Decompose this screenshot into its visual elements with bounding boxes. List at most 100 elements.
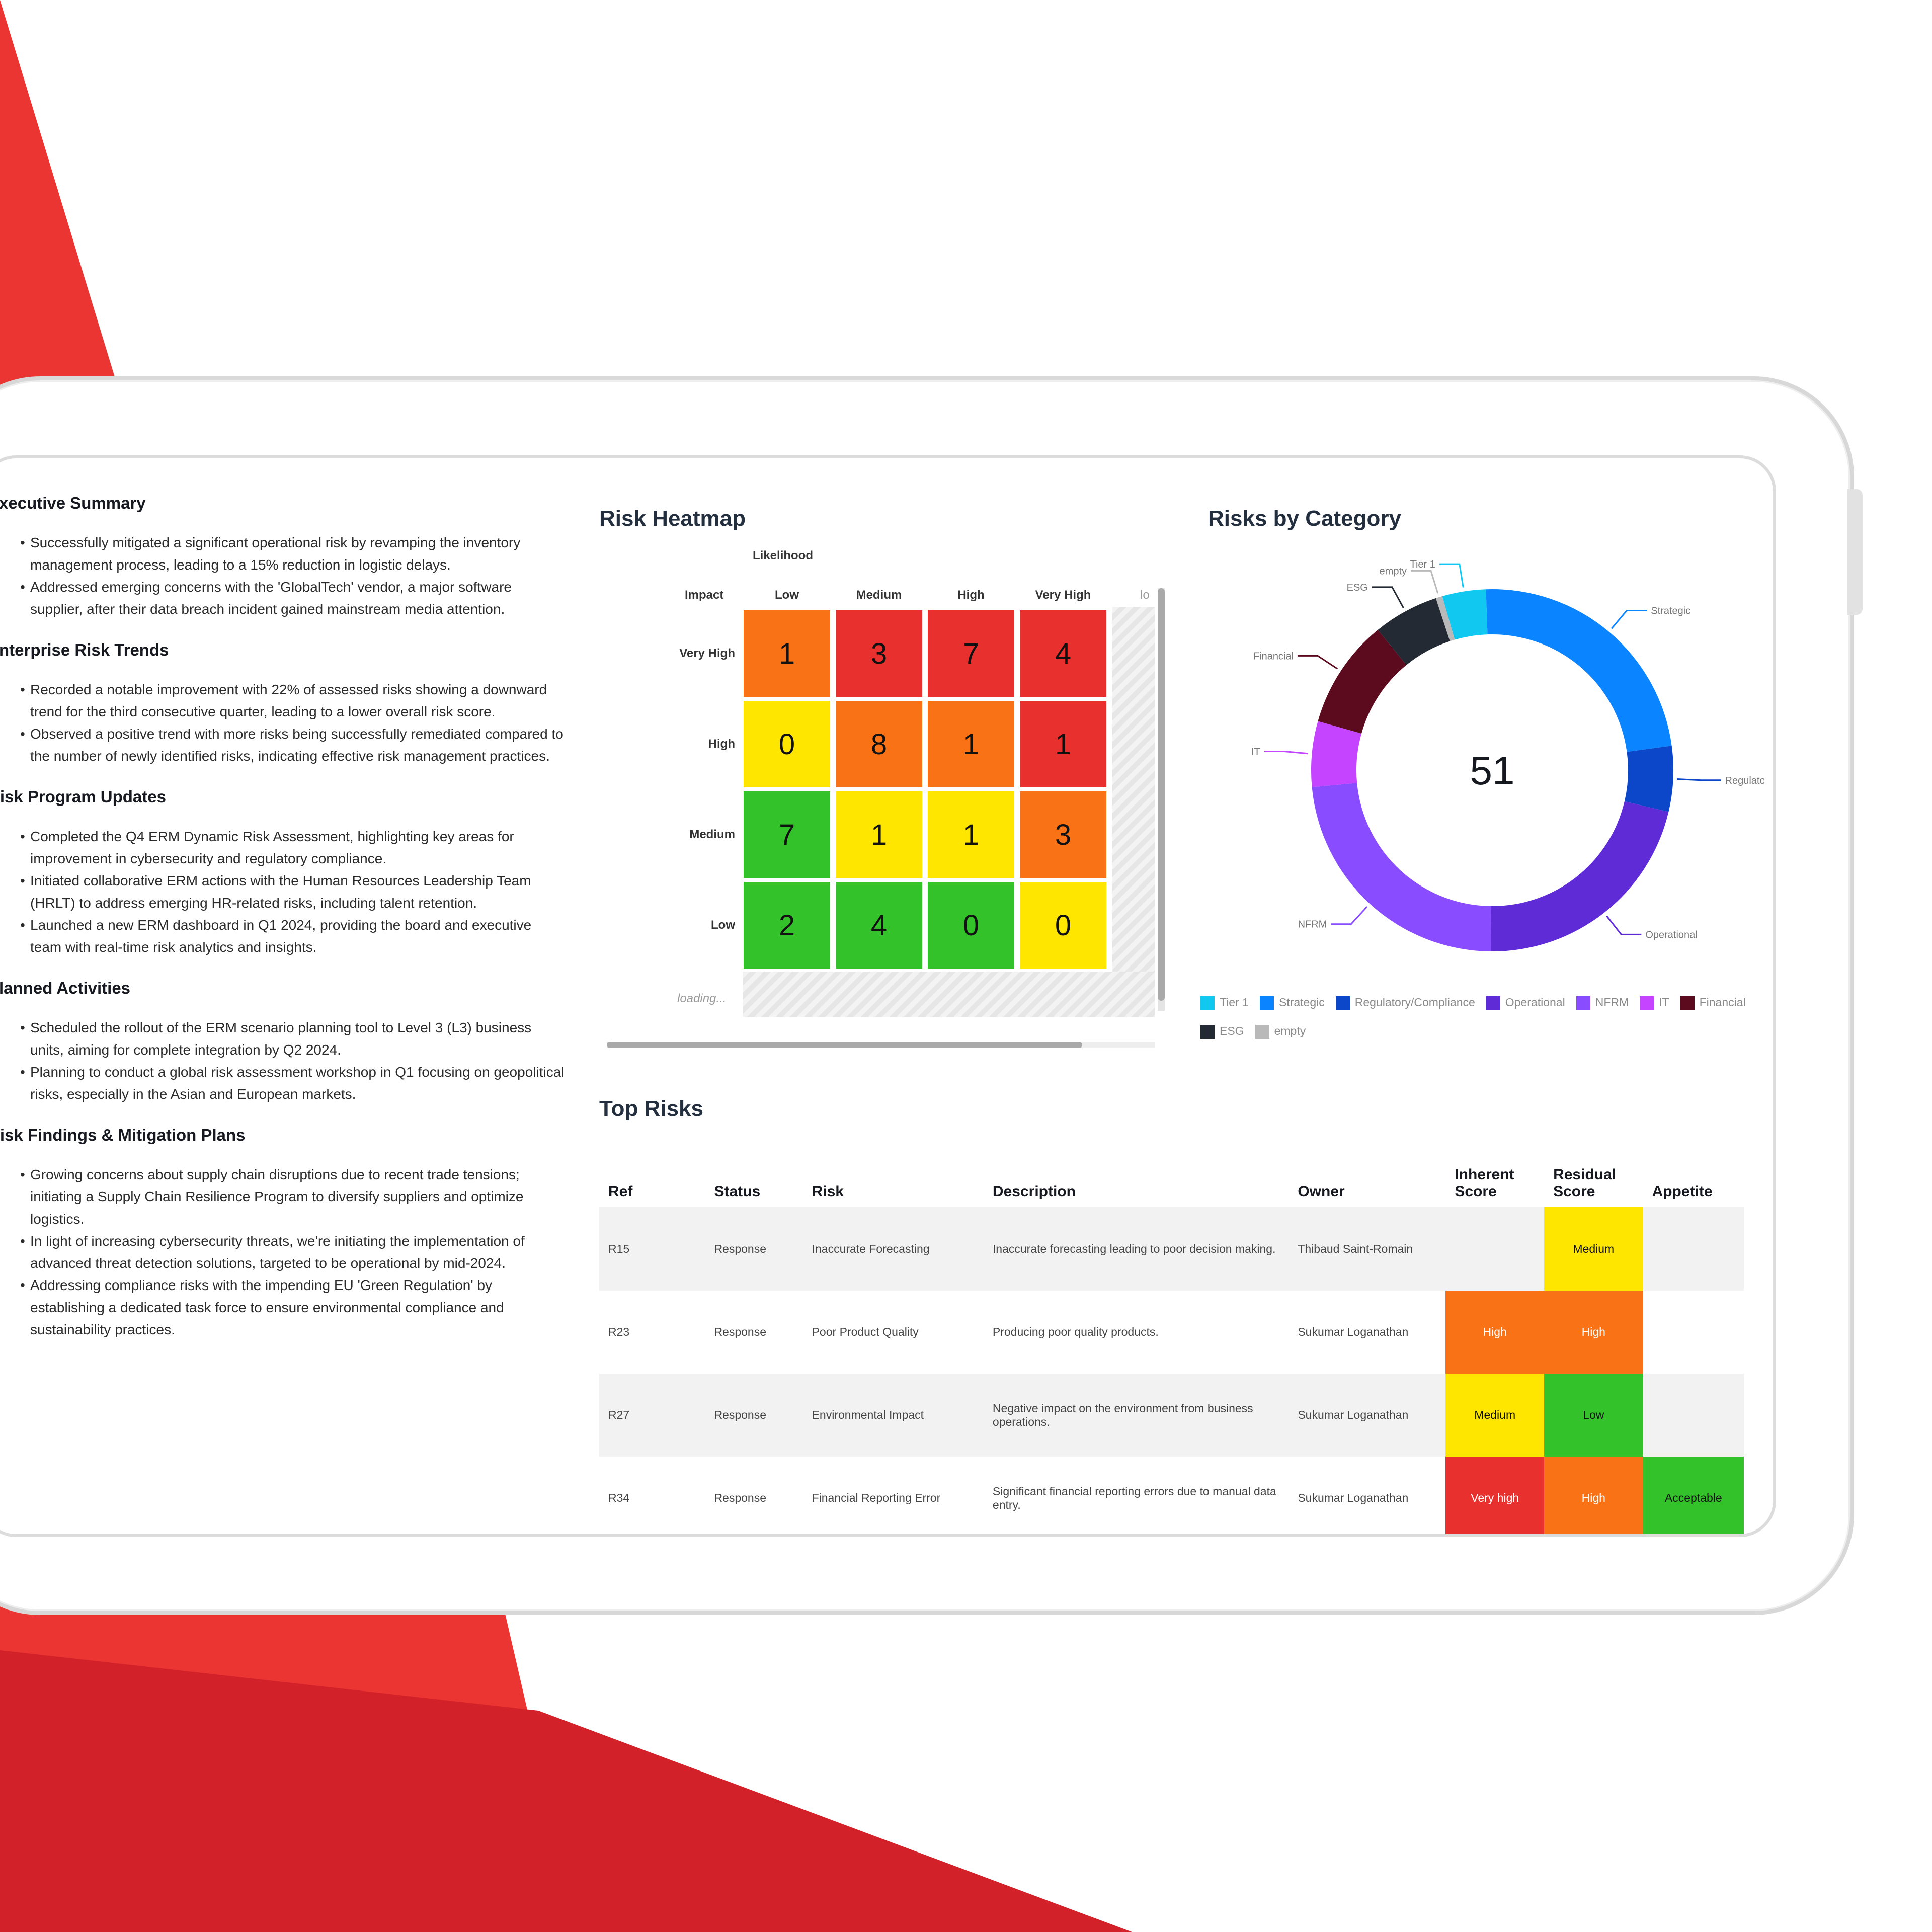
column-header[interactable]: Status xyxy=(714,1183,761,1200)
heatmap-column-label: Medium xyxy=(856,588,902,602)
callout-line xyxy=(1606,915,1642,935)
heatmap-cell[interactable]: 7 xyxy=(928,610,1014,697)
score-cell: High xyxy=(1544,1291,1643,1374)
column-header[interactable]: Residual Score xyxy=(1553,1166,1617,1200)
scroll-down-icon[interactable] xyxy=(865,1536,886,1537)
heatmap-cell[interactable]: 1 xyxy=(1020,701,1106,787)
heatmap-cell[interactable]: 4 xyxy=(836,882,922,969)
legend-label: IT xyxy=(1659,996,1669,1009)
legend-swatch xyxy=(1640,996,1654,1010)
table-row[interactable]: R34 Response Financial Reporting Error Sign… xyxy=(599,1457,1744,1534)
legend-item[interactable]: Operational xyxy=(1486,996,1565,1010)
callout-label: ESG xyxy=(1347,582,1368,593)
callout-label: Financial xyxy=(1253,651,1294,662)
heatmap-cell[interactable]: 3 xyxy=(1020,791,1106,878)
heatmap-vertical-scrollbar[interactable] xyxy=(1158,588,1165,1011)
heatmap-cell[interactable]: 7 xyxy=(744,791,830,878)
donut-slice-regulatory-compliance[interactable] xyxy=(1624,746,1673,812)
donut-slice-esg[interactable] xyxy=(1378,598,1450,665)
heatmap-cell[interactable]: 4 xyxy=(1020,610,1106,697)
column-header[interactable]: Inherent Score xyxy=(1455,1166,1514,1200)
score-cell: Acceptable xyxy=(1643,1457,1744,1534)
legend-item[interactable]: empty xyxy=(1255,1024,1306,1039)
legend-label: ESG xyxy=(1220,1024,1244,1037)
table-cell: R15 xyxy=(599,1208,705,1291)
heatmap-vertical-scroll-thumb[interactable] xyxy=(1158,588,1165,1001)
legend-swatch xyxy=(1200,996,1215,1010)
heatmap-cell[interactable]: 1 xyxy=(744,610,830,697)
heatmap-cell[interactable]: 0 xyxy=(928,882,1014,969)
column-header[interactable]: Owner xyxy=(1298,1183,1345,1200)
legend-item[interactable]: Regulatory/Compliance xyxy=(1335,996,1475,1010)
column-header[interactable]: Risk xyxy=(812,1183,844,1200)
legend-label: Regulatory/Compliance xyxy=(1354,996,1475,1009)
heatmap-cell[interactable]: 1 xyxy=(836,791,922,878)
callout-line xyxy=(1297,655,1338,670)
legend-item[interactable]: Tier 1 xyxy=(1200,996,1249,1010)
table-row[interactable]: R23 Response Poor Product Quality Producing… xyxy=(599,1291,1744,1374)
heatmap-cell[interactable]: 0 xyxy=(744,701,830,787)
donut-slice-strategic[interactable] xyxy=(1486,589,1672,752)
bullet-item: Planning to conduct a global risk assess… xyxy=(20,1061,567,1105)
likelihood-axis-label: Likelihood xyxy=(753,549,813,562)
legend-item[interactable]: Strategic xyxy=(1259,996,1325,1010)
table-cell: Sukumar Loganathan xyxy=(1298,1325,1409,1338)
donut-center-total: 51 xyxy=(1470,748,1515,793)
callout-label: Strategic xyxy=(1651,606,1691,617)
legend-swatch xyxy=(1255,1024,1269,1039)
callout-line xyxy=(1264,750,1308,755)
column-header[interactable]: Ref xyxy=(608,1183,633,1200)
callout-line xyxy=(1439,563,1464,588)
heatmap-cell[interactable]: 1 xyxy=(928,701,1014,787)
column-header[interactable]: Appetite xyxy=(1652,1183,1713,1200)
tablet-side-button xyxy=(1847,489,1863,615)
donut-slice-financial[interactable] xyxy=(1318,630,1407,734)
bullet-item: Completed the Q4 ERM Dynamic Risk Assess… xyxy=(20,826,567,870)
bullet-item: Growing concerns about supply chain disr… xyxy=(20,1164,567,1230)
bullet-item: In light of increasing cybersecurity thr… xyxy=(20,1230,567,1274)
heatmap-horizontal-scroll-thumb[interactable] xyxy=(607,1042,1082,1048)
legend-item[interactable]: ESG xyxy=(1200,1024,1244,1039)
section-heading: Risk Findings & Mitigation Plans xyxy=(0,1125,246,1144)
heatmap-cell[interactable]: 3 xyxy=(836,610,922,697)
score-cell: Low xyxy=(1544,1374,1643,1457)
section-heading: Executive Summary xyxy=(0,494,146,512)
legend-label: Tier 1 xyxy=(1220,996,1249,1009)
callout-label: NFRM xyxy=(1298,919,1327,930)
callout-line xyxy=(1411,570,1439,594)
table-cell: Environmental Impact xyxy=(802,1374,984,1457)
impact-axis-label: Impact xyxy=(685,588,724,602)
bullet-item: Initiated collaborative ERM actions with… xyxy=(20,870,567,914)
bullet-item: Scheduled the rollout of the ERM scenari… xyxy=(20,1017,567,1061)
heatmap-cell[interactable]: 0 xyxy=(1020,882,1106,969)
donut-slice-nfrm[interactable] xyxy=(1312,783,1491,951)
legend-item[interactable]: IT xyxy=(1640,996,1669,1010)
heatmap-cell[interactable]: 8 xyxy=(836,701,922,787)
score-cell: Medium xyxy=(1544,1208,1643,1291)
summary-section: Risk Findings & Mitigation Plans Growing … xyxy=(0,1125,567,1341)
heatmap-row-label: High xyxy=(708,737,735,751)
heatmap-horizontal-scrollbar[interactable] xyxy=(607,1042,1155,1048)
heatmap-cell[interactable]: 1 xyxy=(928,791,1014,878)
callout-line xyxy=(1331,906,1368,925)
column-header[interactable]: Description xyxy=(992,1183,1076,1200)
legend-swatch xyxy=(1680,996,1695,1010)
score-cell xyxy=(1643,1374,1744,1457)
score-cell xyxy=(1643,1291,1744,1374)
heatmap-cell[interactable]: 2 xyxy=(744,882,830,969)
callout-line xyxy=(1372,586,1404,608)
donut-slice-empty[interactable] xyxy=(1435,596,1455,641)
donut-slice-tier-1[interactable] xyxy=(1442,589,1488,640)
table-row[interactable]: R15 Response Inaccurate Forecasting Inaccur… xyxy=(599,1208,1744,1291)
legend-item[interactable]: Financial xyxy=(1680,996,1746,1010)
donut-slice-it[interactable] xyxy=(1311,721,1362,787)
score-cell: High xyxy=(1544,1457,1643,1534)
category-title: Risks by Category xyxy=(1208,506,1401,531)
heatmap-loading-text: loading... xyxy=(677,992,727,1005)
score-cell: Very high xyxy=(1445,1457,1545,1534)
legend-item[interactable]: NFRM xyxy=(1576,996,1629,1010)
table-row[interactable]: R27 Response Environmental Impact Negative … xyxy=(599,1374,1744,1457)
donut-slice-operational[interactable] xyxy=(1491,801,1669,951)
legend-label: empty xyxy=(1274,1024,1306,1037)
table-cell: Response xyxy=(705,1208,803,1291)
